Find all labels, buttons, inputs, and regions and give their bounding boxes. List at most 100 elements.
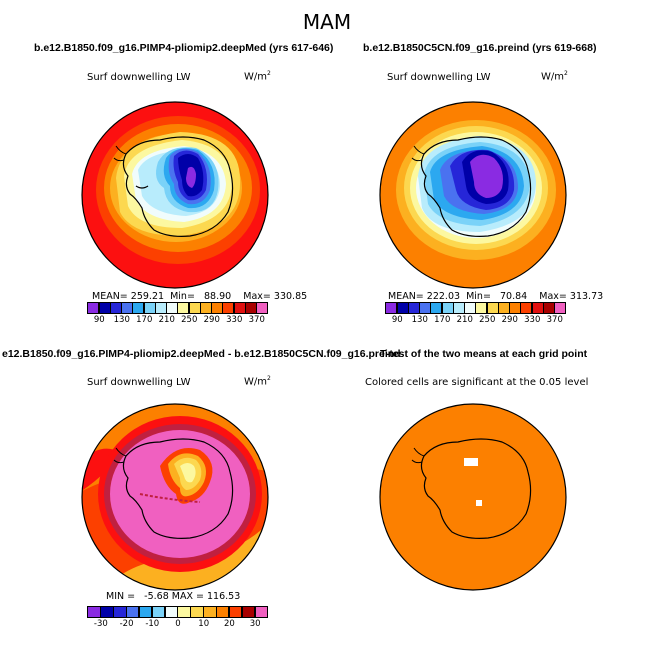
panel-3-colorbar: [87, 606, 269, 618]
colorbar-cell: [203, 606, 217, 618]
colorbar-cell: [222, 302, 235, 314]
panel-3-variable: Surf downwelling LW: [87, 377, 191, 388]
panel-2-variable: Surf downwelling LW: [387, 72, 491, 83]
p3-map-border: [81, 403, 269, 591]
colorbar-cell: [520, 302, 533, 314]
colorbar-cell: [154, 302, 167, 314]
p1-field-purple: [186, 166, 196, 188]
colorbar-cell: [138, 606, 153, 618]
colorbar-cell: [441, 302, 454, 314]
colorbar-cell: [98, 302, 111, 314]
colorbar-cell: [542, 302, 555, 314]
colorbar-tick-label: 170: [136, 315, 153, 325]
p4-field-significant: [380, 404, 566, 590]
panel-1-variable: Surf downwelling LW: [87, 72, 191, 83]
colorbar-cell: [143, 302, 156, 314]
colorbar-tick-label: 370: [546, 315, 563, 325]
colorbar-cell: [486, 302, 499, 314]
colorbar-cell: [190, 606, 204, 618]
colorbar-cell: [531, 302, 544, 314]
colorbar-cell: [430, 302, 443, 314]
p2-field-purple: [470, 154, 503, 198]
colorbar-tick-label: -10: [145, 619, 160, 629]
colorbar-cell: [396, 302, 409, 314]
p3-peninsula-outline: [113, 447, 127, 464]
colorbar-tick-label: 20: [224, 619, 235, 629]
panel-2-colorbar: [385, 302, 566, 314]
panel-2-title: b.e12.B1850C5CN.f09_g16.preind (yrs 619-…: [363, 42, 597, 54]
colorbar-cell: [216, 606, 230, 618]
panel-2-units: W/m2: [541, 70, 568, 83]
p2-peninsula-outline: [411, 145, 425, 162]
panel-1-colorbar: [87, 302, 268, 314]
colorbar-cell: [233, 302, 246, 314]
colorbar-tick-label: 330: [226, 315, 243, 325]
colorbar-cell: [87, 606, 101, 618]
colorbar-tick-label: 10: [198, 619, 210, 629]
panel-2-colorbar-ticks: 90 130 170 210 250 290 330 370: [386, 315, 566, 327]
colorbar-cell: [256, 302, 268, 314]
figure-title: MAM: [302, 10, 352, 34]
colorbar-tick-label: 130: [411, 315, 428, 325]
colorbar-cell: [554, 302, 566, 314]
colorbar-cell: [100, 606, 114, 618]
panel-4-polar-map: [379, 403, 567, 591]
p3-field-dark-red-streak: [139, 493, 201, 503]
p2-antarctica-coastline: [420, 136, 532, 237]
panel-1-colorbar-ticks: 90 130 170 210 250 290 330 370: [88, 315, 268, 327]
panel-2-stats: MEAN= 222.03 Min= 70.84 Max= 313.73: [388, 291, 604, 302]
colorbar-cell: [464, 302, 476, 314]
colorbar-cell: [211, 302, 223, 314]
p2-map-border: [379, 101, 567, 289]
colorbar-cell: [132, 302, 145, 314]
panel-4-title: T-test of the two means at each grid poi…: [380, 348, 588, 360]
panel-1-stats: MEAN= 259.21 Min= 88.90 Max= 330.85: [92, 291, 308, 302]
p1-antarctica-coastline: [122, 136, 234, 237]
colorbar-tick-label: 30: [249, 619, 261, 629]
colorbar-cell: [188, 302, 201, 314]
colorbar-cell: [244, 302, 257, 314]
colorbar-cell: [151, 606, 166, 618]
panel-1-polar-map: [81, 101, 269, 289]
colorbar-cell: [177, 302, 190, 314]
colorbar-cell: [419, 302, 431, 314]
p3-antarctica-coastline: [122, 438, 234, 539]
colorbar-tick-label: 0: [175, 619, 181, 629]
colorbar-cell: [509, 302, 521, 314]
colorbar-cell: [109, 302, 122, 314]
colorbar-cell: [199, 302, 212, 314]
p1-peninsula-outline: [113, 145, 127, 162]
p4-field-insignificant-patch-1: [464, 458, 478, 466]
panel-3-title: e12.B1850.f09_g16.PIMP4-pliomip2.deepMed…: [2, 348, 401, 360]
colorbar-tick-label: -20: [119, 619, 134, 629]
panel-3-colorbar-ticks: -30 -20 -10 0 10 20 30: [88, 619, 268, 631]
p1-map-border: [81, 101, 269, 289]
colorbar-tick-label: 250: [181, 315, 198, 325]
colorbar-tick-label: 330: [524, 315, 541, 325]
colorbar-cell: [254, 606, 269, 618]
p4-field-insignificant-patch-2: [476, 500, 482, 506]
colorbar-cell: [452, 302, 465, 314]
panel-2-polar-map: [379, 101, 567, 289]
colorbar-tick-label: 130: [113, 315, 130, 325]
colorbar-cell: [497, 302, 510, 314]
p4-antarctica-coastline: [420, 438, 532, 539]
colorbar-cell: [113, 606, 127, 618]
p3-field-inner-pale: [180, 463, 196, 483]
colorbar-cell: [166, 302, 178, 314]
colorbar-cell: [407, 302, 420, 314]
colorbar-tick-label: 210: [456, 315, 473, 325]
colorbar-tick-label: 250: [479, 315, 496, 325]
colorbar-cell: [87, 302, 100, 314]
colorbar-tick-label: 290: [203, 315, 220, 325]
panel-3-stats: MIN = -5.68 MAX = 116.53: [106, 591, 241, 602]
panel-4-note: Colored cells are significant at the 0.0…: [365, 377, 589, 388]
panel-3-polar-map: [81, 403, 269, 591]
colorbar-tick-label: -30: [93, 619, 108, 629]
colorbar-cell: [177, 606, 191, 618]
colorbar-tick-label: 370: [248, 315, 265, 325]
colorbar-cell: [121, 302, 133, 314]
p4-peninsula-outline: [411, 447, 425, 464]
panel-3-units: W/m2: [244, 375, 271, 388]
colorbar-tick-label: 170: [434, 315, 451, 325]
